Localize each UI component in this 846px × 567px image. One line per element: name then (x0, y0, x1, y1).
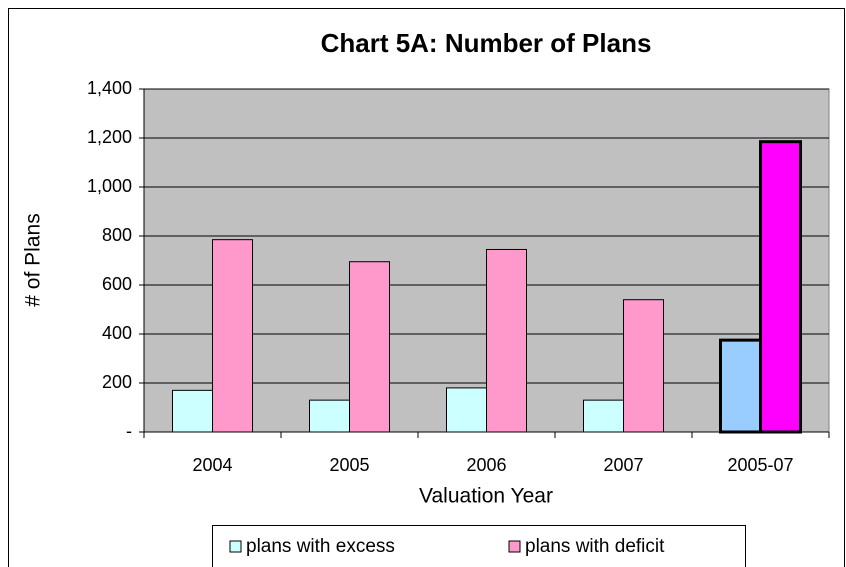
legend-label: plans with deficit (525, 536, 665, 557)
bar (446, 387, 487, 433)
y-tick-label: 400 (102, 323, 132, 343)
x-tick-label: 2007 (603, 455, 643, 475)
legend (212, 525, 746, 567)
y-axis-label: # of Plans (22, 213, 45, 306)
bar (583, 399, 624, 433)
y-tick-label: 800 (102, 225, 132, 245)
x-tick-label: 2005-07 (727, 455, 793, 475)
y-tick-label: - (126, 421, 132, 441)
x-tick-label: 2004 (192, 455, 232, 475)
y-tick-label: 200 (102, 372, 132, 392)
bar (309, 399, 350, 433)
legend-swatch (229, 540, 242, 553)
chart-title: Chart 5A: Number of Plans (321, 28, 652, 58)
legend-swatch (508, 540, 521, 553)
x-tick-label: 2006 (466, 455, 506, 475)
bar (349, 261, 390, 433)
y-tick-label: 1,400 (87, 78, 132, 98)
x-tick-label: 2005 (329, 455, 369, 475)
legend-label: plans with excess (246, 536, 395, 557)
y-tick-label: 1,000 (87, 176, 132, 196)
bar (759, 140, 802, 434)
y-tick-label: 1,200 (87, 127, 132, 147)
y-tick-label: 600 (102, 274, 132, 294)
x-axis-label: Valuation Year (419, 485, 553, 508)
bar (212, 239, 253, 433)
bar (719, 338, 762, 434)
bar (172, 389, 213, 433)
bar (486, 248, 527, 433)
bar (623, 299, 664, 433)
